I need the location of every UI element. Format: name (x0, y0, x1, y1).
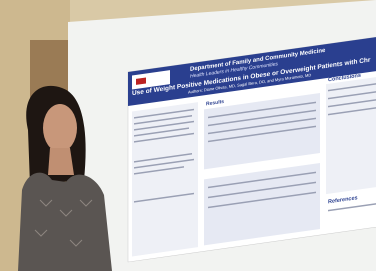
neck (48, 148, 74, 175)
face (43, 104, 77, 152)
page: Department of Family and Community Medic… (0, 0, 376, 271)
top (18, 173, 112, 271)
poster: Department of Family and Community Medic… (128, 35, 376, 262)
photo: Department of Family and Community Medic… (0, 0, 376, 271)
